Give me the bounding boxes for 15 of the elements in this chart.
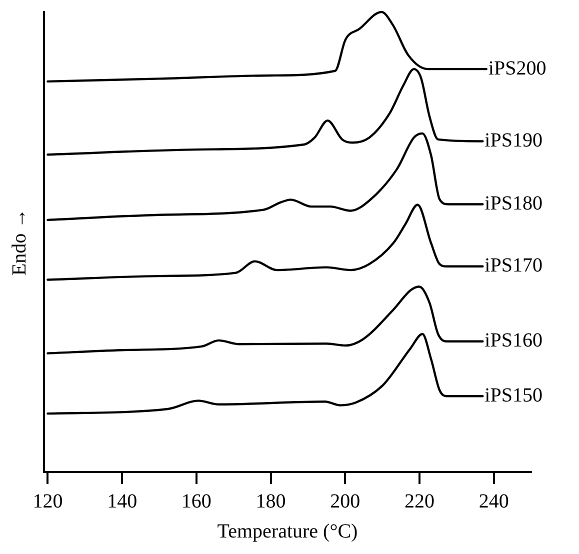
- x-tick-label: 220: [404, 490, 434, 512]
- y-axis-title: Endo →: [8, 208, 30, 276]
- series-label: iPS180: [484, 192, 542, 215]
- x-tick-label: 180: [256, 490, 286, 512]
- series-label: iPS190: [484, 130, 542, 152]
- x-axis-title: Temperature (°C): [217, 520, 358, 542]
- series-label: iPS200: [488, 57, 546, 80]
- x-tick-label: 140: [107, 490, 138, 512]
- x-tick-label: 240: [478, 490, 509, 512]
- x-tick-label: 120: [32, 490, 63, 512]
- series-label: iPS170: [484, 254, 542, 277]
- series-label: iPS150: [484, 384, 542, 406]
- x-tick-label: 200: [330, 490, 360, 512]
- series-label: iPS160: [484, 330, 542, 352]
- x-tick-label: 160: [181, 490, 212, 512]
